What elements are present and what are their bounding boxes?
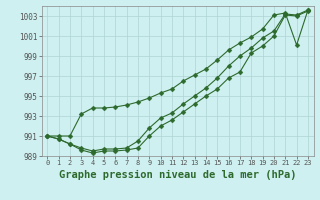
X-axis label: Graphe pression niveau de la mer (hPa): Graphe pression niveau de la mer (hPa)	[59, 170, 296, 180]
